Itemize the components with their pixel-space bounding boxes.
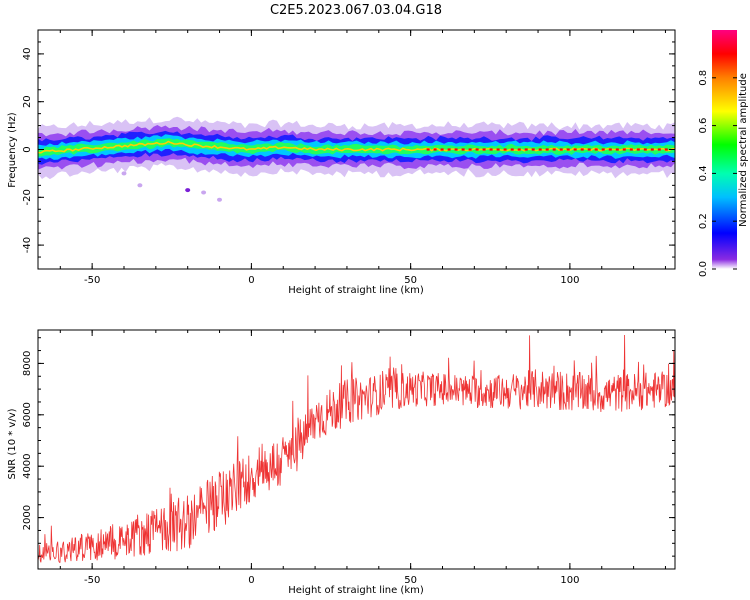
spectrogram-xtick-label: 100 — [560, 275, 579, 286]
spectrum-outlier — [121, 171, 127, 176]
snr-xtick-label: 50 — [404, 575, 417, 586]
snr-series-line — [37, 334, 676, 563]
colorbar-tick-label: 0.8 — [698, 70, 709, 86]
colorbar-tick-label: 0.2 — [698, 213, 709, 229]
spectrum-band-green — [38, 138, 675, 157]
snr-frame — [37, 329, 676, 570]
spectrogram-ytick-label: 40 — [22, 48, 33, 61]
spectrum-outlier — [185, 188, 191, 193]
colorbar-label: Normalized spectral amplitude — [738, 73, 749, 227]
spectrogram-ylabel: Frequency (Hz) — [7, 112, 18, 188]
spectrogram-panel: -50 0 50 100 -40 -20 0 20 40 Height of straight … — [7, 29, 676, 296]
spectrogram-xtick-label: -50 — [84, 275, 100, 286]
snr-ytick-label: 4000 — [22, 453, 33, 478]
spectrogram-ytick-label: 20 — [22, 95, 33, 108]
colorbar-axes: 0.0 0.2 0.4 0.6 0.8 — [698, 70, 737, 277]
colorbar-tick-label: 0.0 — [698, 261, 709, 277]
spectrogram-ytick-label: -40 — [22, 237, 33, 253]
snr-ytick-label: 2000 — [22, 505, 33, 530]
spectrum-outlier — [217, 197, 222, 202]
snr-xlabel: Height of straight line (km) — [288, 585, 424, 596]
spectrum-outlier — [201, 190, 207, 195]
snr-ytick-label: 6000 — [22, 402, 33, 427]
spectrogram-ytick-label: 0 — [22, 146, 33, 152]
spectrogram-ytick-label: -20 — [22, 189, 33, 205]
colorbar: 0.0 0.2 0.4 0.6 0.8 Normalized spectral ampl… — [698, 30, 749, 277]
spectrum-outlier — [137, 183, 143, 188]
spectrogram-xtick-label: 50 — [404, 275, 417, 286]
spectrogram-axes: -50 0 50 100 -40 -20 0 20 40 — [22, 29, 675, 286]
colorbar-gradient — [712, 30, 737, 269]
spectrogram-xlabel: Height of straight line (km) — [288, 285, 424, 296]
chart-title: C2E5.2023.067.03.04.G18 — [270, 3, 442, 18]
snr-axes: -50 0 50 100 2000 4000 6000 8000 — [22, 330, 675, 586]
spectrogram-marks — [37, 116, 676, 202]
colorbar-tick-label: 0.4 — [698, 165, 709, 181]
snr-xtick-label: 100 — [560, 575, 579, 586]
spectrogram-xtick-label: 0 — [248, 275, 254, 286]
snr-xtick-label: 0 — [248, 575, 254, 586]
snr-xtick-label: -50 — [84, 575, 100, 586]
snr-panel: -50 0 50 100 2000 4000 6000 8000 Height of stra… — [7, 329, 676, 596]
snr-marks — [37, 334, 676, 563]
snr-ytick-label: 8000 — [22, 351, 33, 376]
colorbar-tick-label: 0.6 — [698, 118, 709, 134]
snr-ylabel: SNR (10 * v/v) — [7, 408, 18, 479]
